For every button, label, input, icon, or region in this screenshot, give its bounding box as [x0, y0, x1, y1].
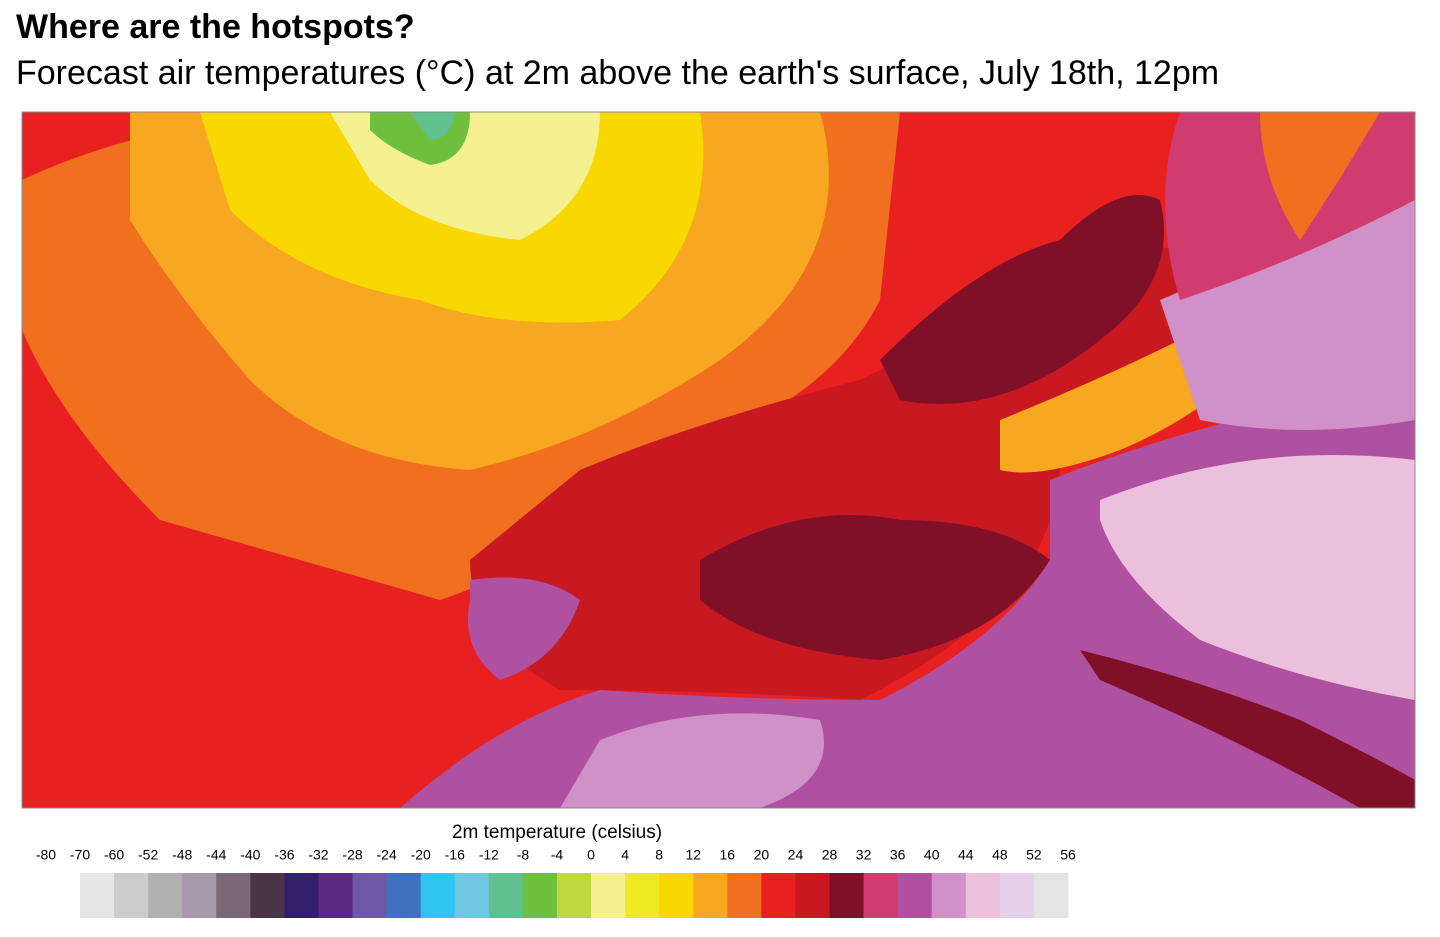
legend-tick-label: 56: [1060, 847, 1076, 863]
title: Where are the hotspots?: [16, 8, 415, 46]
legend-tick-label: 52: [1026, 847, 1042, 863]
legend-swatch: [659, 873, 694, 918]
legend-swatch: [250, 873, 285, 918]
legend-tick-label: 16: [720, 847, 736, 863]
map-frame: [21, 111, 1416, 809]
legend-title: 2m temperature (celsius): [452, 822, 662, 843]
legend-tick-label: -52: [138, 847, 158, 863]
legend-swatch: [727, 873, 762, 918]
legend-swatch: [352, 873, 388, 918]
legend-swatch: [80, 873, 115, 918]
legend-tick-label: -48: [172, 847, 192, 863]
legend-swatch: [454, 873, 490, 918]
subtitle: Forecast air temperatures (°C) at 2m abo…: [16, 54, 1220, 92]
legend-swatch: [556, 873, 592, 918]
legend-swatch: [897, 873, 933, 918]
legend-swatch: [999, 873, 1035, 918]
legend-swatch: [761, 873, 796, 918]
legend-tick-label: 8: [655, 847, 663, 863]
legend-swatch: [795, 873, 831, 918]
legend-tick-label: -28: [342, 847, 362, 863]
legend-tick-label: 48: [992, 847, 1008, 863]
legend-swatch: [829, 873, 865, 918]
legend-tick-label: 44: [958, 847, 974, 863]
legend-swatch: [114, 873, 149, 918]
legend-tick-label: 36: [890, 847, 906, 863]
legend-swatch: [591, 873, 626, 918]
legend-tick-label: -80: [36, 847, 56, 863]
legend-tick-label: -12: [479, 847, 499, 863]
legend-swatch: [216, 873, 251, 918]
legend-tick-label: 40: [924, 847, 940, 863]
legend-tick-label: -24: [377, 847, 397, 863]
legend-tick-label: -20: [411, 847, 431, 863]
legend-tick-label: 20: [754, 847, 770, 863]
legend-swatch: [182, 873, 217, 918]
legend-tick-label: 4: [621, 847, 629, 863]
legend-tick-label: -40: [240, 847, 260, 863]
legend-tick-label: -4: [551, 847, 564, 863]
legend-swatch: [386, 873, 422, 918]
legend-tick-label: -44: [206, 847, 226, 863]
legend-swatch: [863, 873, 899, 918]
legend-swatch: [318, 873, 354, 918]
legend-tick-label: 24: [788, 847, 804, 863]
legend-swatch: [284, 873, 319, 918]
legend-tick-label: -70: [70, 847, 90, 863]
legend-swatch: [1033, 873, 1069, 918]
temperature-map: [22, 112, 1415, 808]
legend-swatch: [522, 873, 558, 918]
legend: -80 -70 -60 -52 -48 -44 -40 -36 -32 -28 -24 -20 -16-…: [36, 847, 1076, 918]
legend-swatch: [488, 873, 524, 918]
legend-tick-label: -32: [308, 847, 328, 863]
legend-tick-label: 0: [587, 847, 595, 863]
legend-tick-label: 32: [856, 847, 872, 863]
legend-swatch: [420, 873, 456, 918]
legend-tick-label: -60: [104, 847, 124, 863]
legend-tick-label: 12: [685, 847, 701, 863]
legend-swatch: [148, 873, 183, 918]
legend-swatch: [625, 873, 660, 918]
legend-tick-label: -36: [274, 847, 294, 863]
legend-tick-label: 28: [822, 847, 838, 863]
legend-swatch: [965, 873, 1001, 918]
legend-tick-label: -8: [517, 847, 530, 863]
legend-tick-label: -16: [445, 847, 465, 863]
legend-swatch: [931, 873, 967, 918]
legend-swatch: [693, 873, 728, 918]
